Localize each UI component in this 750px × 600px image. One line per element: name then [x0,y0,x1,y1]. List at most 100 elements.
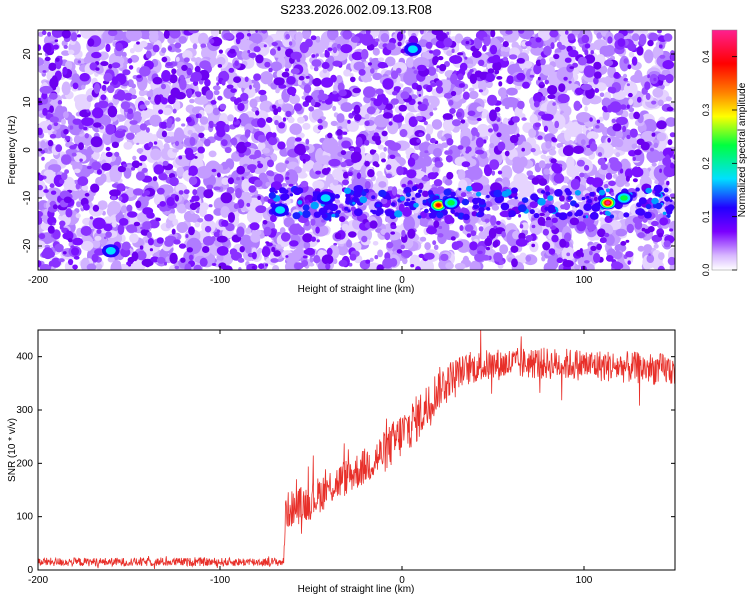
noise-blob [273,173,284,184]
noise-blob [166,196,175,207]
noise-blob [145,50,152,59]
noise-blob [557,93,570,104]
noise-blob [281,71,290,78]
noise-blob [164,261,167,266]
noise-blob [336,43,342,49]
noise-blob [285,252,300,264]
noise-blob [262,147,271,154]
signal-blob [405,192,411,198]
noise-blob [285,160,289,164]
noise-blob [550,42,555,50]
noise-blob [305,247,315,256]
noise-blob [48,164,61,172]
noise-blob [50,190,57,195]
noise-blob [161,70,171,82]
noise-blob [427,172,438,180]
noise-blob [656,132,667,142]
noise-blob [275,244,282,250]
noise-blob [136,41,140,45]
noise-blob [631,86,636,93]
noise-blob [360,33,374,46]
noise-blob [349,148,355,152]
noise-blob [289,223,303,236]
noise-blob [94,235,102,241]
noise-blob [332,46,338,54]
noise-blob [614,243,627,253]
noise-blob [548,149,557,156]
noise-blob [184,147,194,156]
signal-blob [466,185,473,192]
noise-blob [434,161,444,168]
noise-blob [439,63,447,72]
noise-blob [662,59,674,70]
noise-blob [95,263,103,270]
noise-blob [49,116,59,123]
noise-blob [443,37,453,48]
noise-blob [340,102,353,113]
noise-blob [382,257,394,269]
noise-blob [564,232,572,242]
noise-blob [48,260,55,267]
noise-blob [385,56,396,67]
noise-blob [367,169,375,178]
noise-blob [286,76,296,85]
signal-blob [494,195,504,204]
signal-blob [424,208,429,214]
noise-blob [144,100,150,106]
noise-blob [518,30,525,34]
noise-blob [235,187,242,199]
noise-blob [386,42,396,51]
noise-blob [368,62,372,66]
noise-blob [551,137,556,142]
noise-blob [83,226,92,235]
noise-blob [512,116,520,123]
noise-blob [63,44,68,49]
noise-blob [223,32,234,40]
noise-blob [534,122,541,128]
noise-blob [183,57,190,63]
noise-blob [627,260,631,265]
noise-blob [303,241,311,250]
noise-blob [381,158,386,163]
noise-blob [433,244,439,250]
noise-blob [518,214,522,218]
noise-blob [258,42,266,48]
noise-blob [148,219,160,229]
noise-blob [78,123,84,130]
noise-blob [52,204,58,210]
noise-blob [349,253,357,261]
noise-blob [251,247,257,254]
noise-blob [139,155,148,162]
noise-blob [589,250,593,256]
noise-blob [636,46,644,56]
noise-blob [539,212,545,217]
noise-blob [476,123,490,137]
noise-blob [297,79,302,86]
noise-blob [626,134,631,140]
noise-blob [399,129,408,138]
noise-blob [208,150,217,158]
noise-blob [418,182,424,190]
noise-blob [41,156,45,161]
signal-blob [598,189,606,196]
noise-blob [257,134,267,143]
noise-blob [531,243,536,248]
noise-blob [160,121,168,129]
noise-blob [651,100,657,105]
noise-blob [644,261,655,269]
noise-blob [42,247,54,260]
noise-blob [588,227,592,233]
noise-blob [407,228,416,239]
noise-blob [156,187,165,195]
signal-blob [371,195,376,200]
noise-blob [390,70,399,80]
noise-blob [470,230,477,237]
noise-blob [265,181,271,187]
noise-blob [351,51,364,61]
noise-blob [310,35,317,41]
noise-blob [562,260,574,268]
noise-blob [165,222,171,229]
noise-blob [454,33,464,44]
noise-blob [176,222,189,233]
noise-blob [587,131,599,141]
